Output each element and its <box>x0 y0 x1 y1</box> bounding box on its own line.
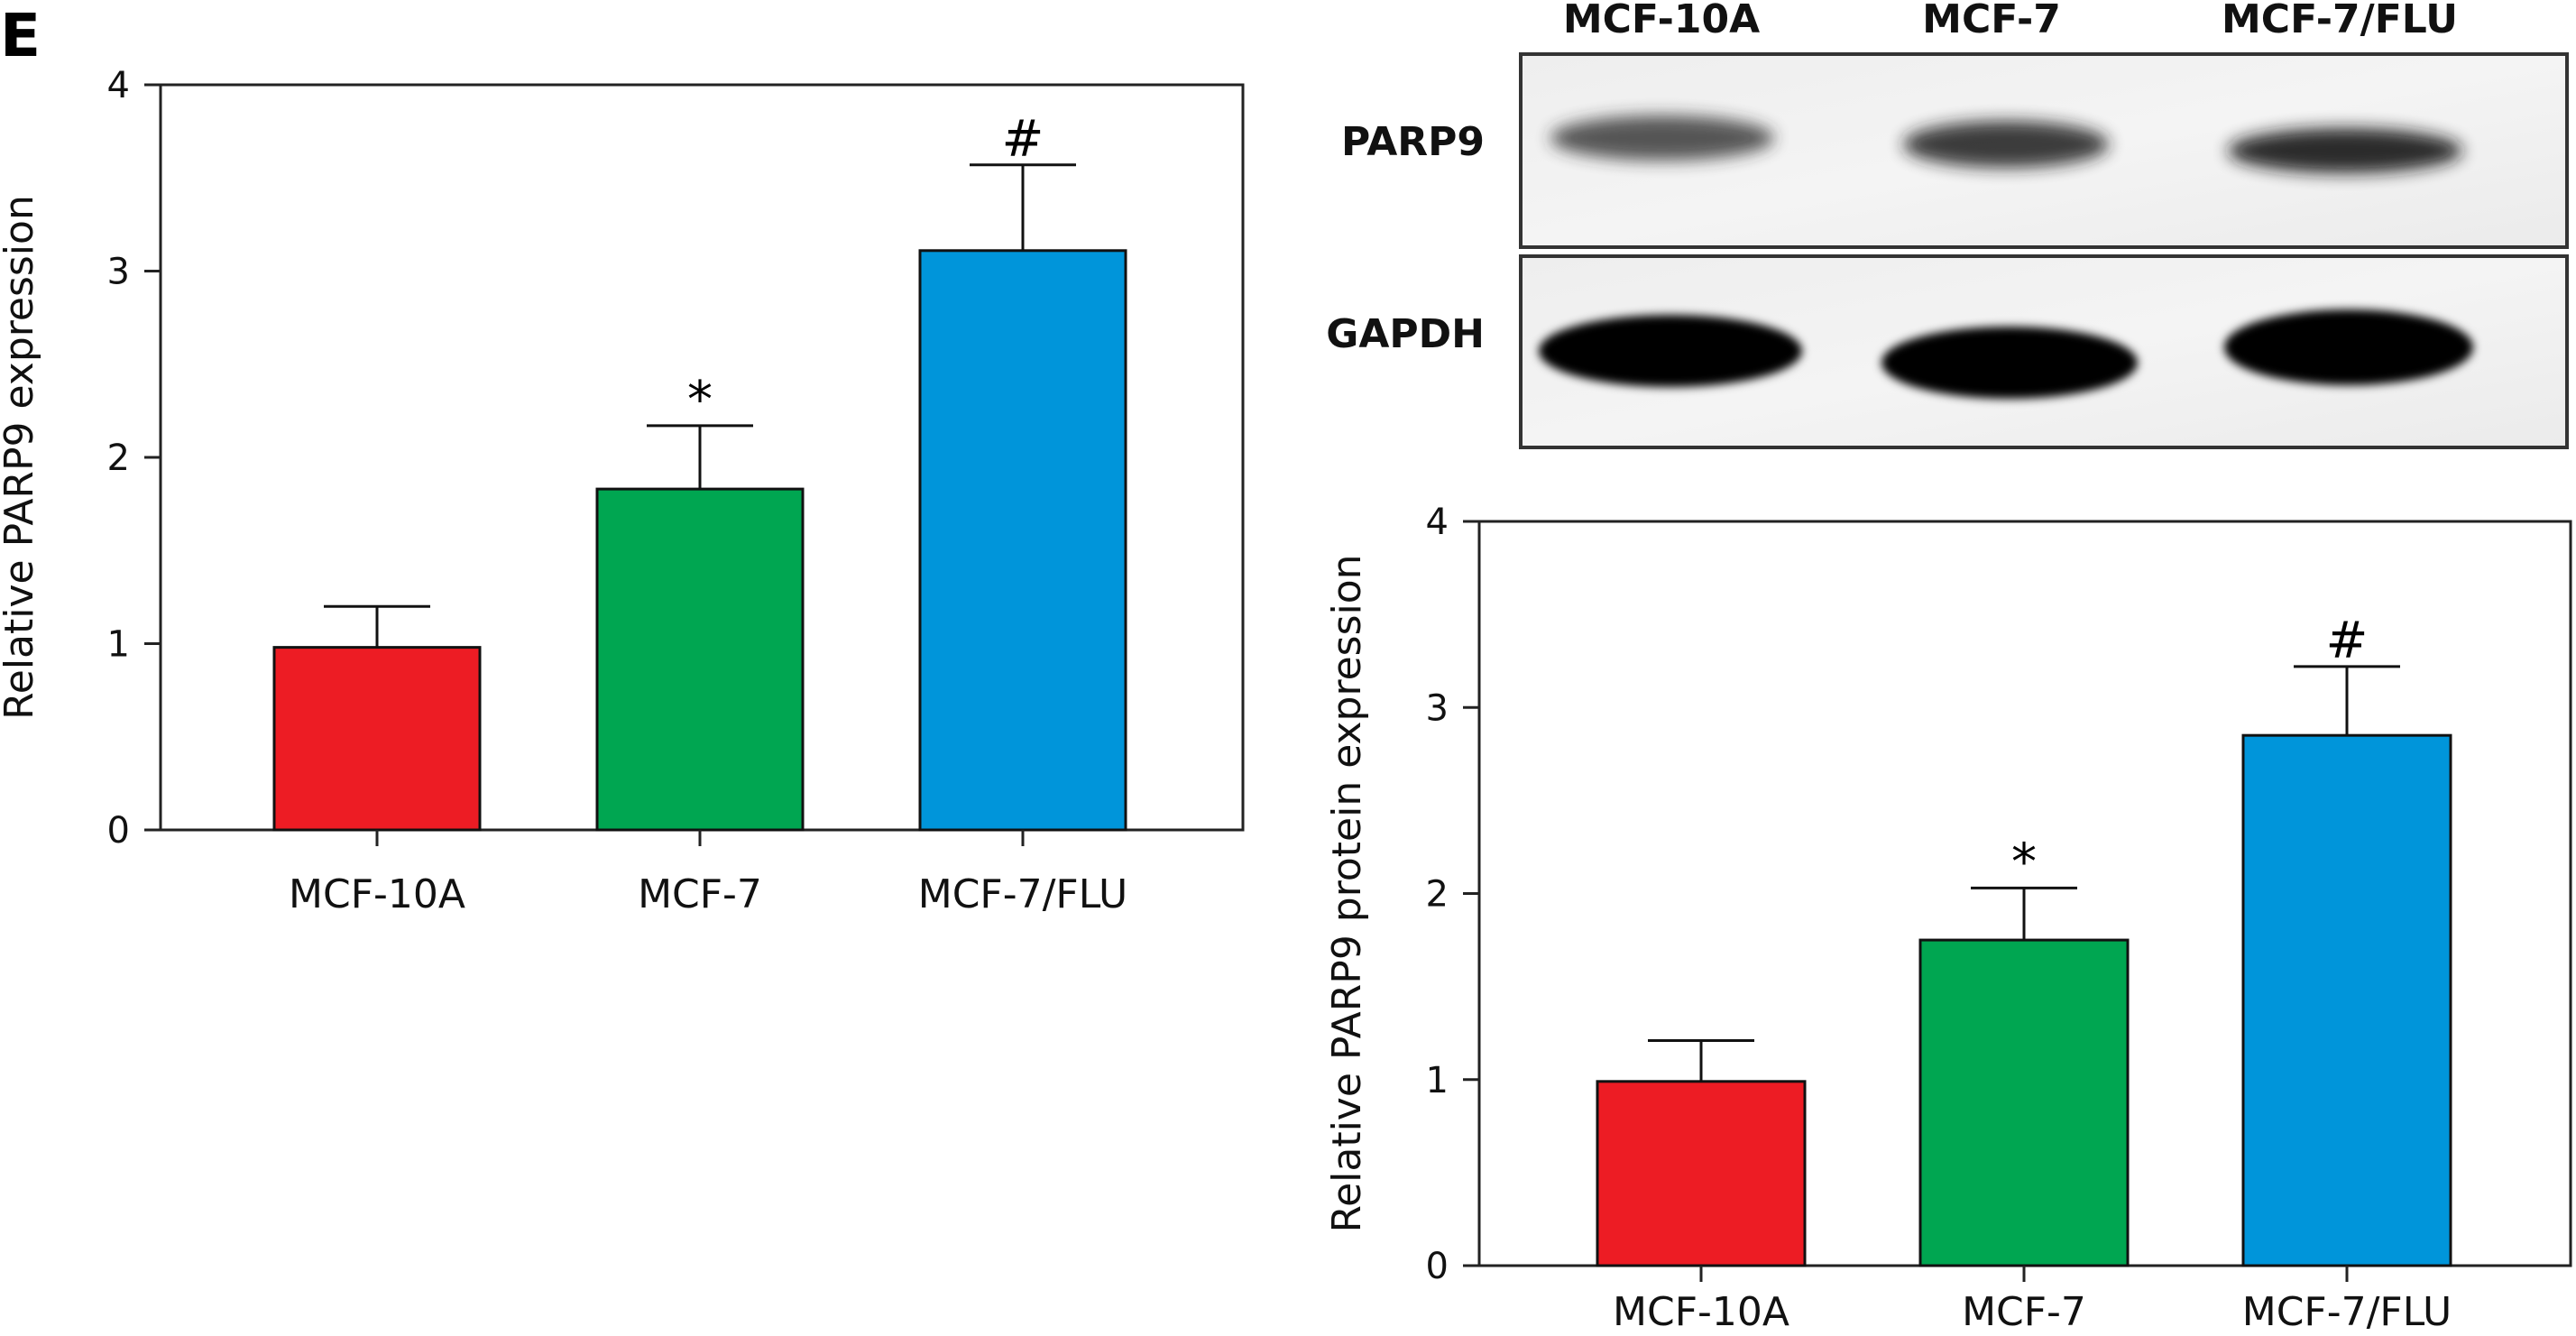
blot-band-parp9-2 <box>1903 121 2109 168</box>
y-tick-label: 1 <box>1426 1060 1449 1101</box>
x-tick-label: MCF-7/FLU <box>2242 1289 2452 1335</box>
significance-marker: * <box>2011 833 2037 891</box>
bar-mcf-10a <box>272 646 482 832</box>
y-tick-label: 3 <box>107 252 130 293</box>
western-blot: MCF-10A MCF-7 MCF-7/FLU PARP9 GAPDH <box>1326 0 2569 449</box>
y-tick-label: 2 <box>1426 874 1449 916</box>
x-tick-label: MCF-7/FLU <box>918 871 1128 917</box>
x-tick-label: MCF-7 <box>1962 1289 2086 1335</box>
x-tick-label: MCF-10A <box>1613 1289 1789 1335</box>
blot-band-gapdh-1 <box>1539 315 1802 387</box>
blot-band-parp9-1 <box>1550 115 1774 161</box>
x-tick-label: MCF-10A <box>289 871 465 917</box>
blot-band-gapdh-2 <box>1881 327 2138 399</box>
blot-lane-label-1: MCF-10A <box>1563 0 1760 42</box>
panel-label: E <box>0 1 41 70</box>
chart-relative-parp9-protein-expression: 0 1 2 3 4 Relative PARP9 protein expression MC… <box>1324 502 2572 1335</box>
bar-mcf-7-flu <box>918 249 1127 832</box>
y-tick-label: 2 <box>107 438 130 479</box>
significance-marker: # <box>2326 612 2369 670</box>
y-tick-label: 0 <box>1426 1246 1449 1287</box>
bar-mcf-7 <box>1918 938 2130 1267</box>
blot-protein-label-1: PARP9 <box>1341 119 1485 165</box>
bar-mcf-10a <box>1596 1080 1807 1267</box>
chart-relative-parp9-expression: 0 1 2 3 4 Relative PARP9 expression MCF-10A * MC… <box>0 65 1245 917</box>
blot-lane-label-2: MCF-7 <box>1922 0 2061 42</box>
blot-band-gapdh-3 <box>2224 309 2473 385</box>
significance-marker: * <box>687 371 713 429</box>
y-axis-label: Relative PARP9 expression <box>0 195 42 720</box>
y-tick-label: 0 <box>107 810 130 852</box>
y-tick-label: 4 <box>107 65 130 106</box>
y-tick-label: 4 <box>1426 502 1449 543</box>
blot-protein-label-2: GAPDH <box>1326 311 1485 357</box>
bar-mcf-7-flu <box>2241 733 2452 1267</box>
y-tick-label: 3 <box>1426 687 1449 729</box>
blot-band-parp9-3 <box>2228 128 2462 173</box>
x-tick-label: MCF-7 <box>638 871 762 917</box>
y-axis-label: Relative PARP9 protein expression <box>1324 554 1370 1232</box>
bar-mcf-7 <box>595 487 805 832</box>
significance-marker: # <box>1002 110 1044 169</box>
y-tick-label: 1 <box>107 624 130 666</box>
blot-lane-label-3: MCF-7/FLU <box>2222 0 2458 42</box>
